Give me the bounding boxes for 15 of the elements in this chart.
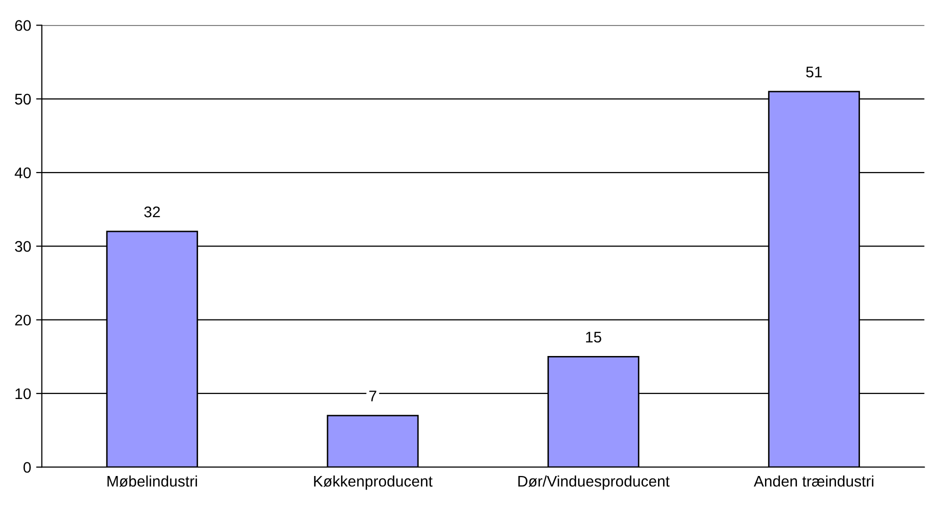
data-label: 15 bbox=[586, 332, 602, 343]
x-tick-label: Dør/Vinduesproducent bbox=[518, 475, 670, 490]
y-tick-label: 30 bbox=[14, 241, 31, 252]
data-label: 51 bbox=[806, 66, 822, 78]
x-tick-label: Møbelindustri bbox=[108, 475, 197, 487]
y-tick-label: 20 bbox=[15, 314, 31, 326]
y-tick-label: 50 bbox=[15, 94, 31, 105]
y-tick-label: 40 bbox=[14, 167, 31, 178]
data-label: 7 bbox=[369, 390, 376, 402]
data-label: 32 bbox=[144, 206, 160, 218]
y-tick-label: 60 bbox=[15, 20, 31, 31]
y-tick-label: 10 bbox=[16, 388, 31, 400]
y-tick-label: 0 bbox=[23, 462, 31, 473]
x-tick-label: Anden træindustri bbox=[754, 475, 874, 487]
x-tick-label: Køkkenproducent bbox=[314, 475, 433, 490]
